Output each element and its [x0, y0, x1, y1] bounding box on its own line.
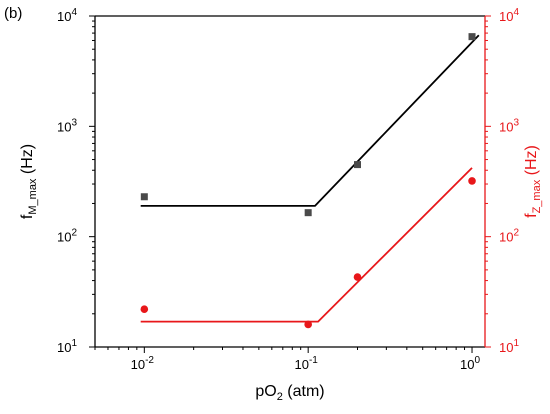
data-point-left [140, 193, 148, 201]
right-axis-title: fZ_max (Hz) [523, 145, 543, 218]
data-point-right [353, 273, 362, 281]
right-tick-label: 104 [499, 7, 519, 24]
left-tick-label: 101 [57, 338, 77, 355]
right-tick-label: 102 [499, 228, 519, 245]
right-tick-label: 101 [499, 338, 519, 355]
right-tick-label: 103 [499, 117, 519, 134]
x-axis-title: pO2 (atm) [255, 383, 324, 403]
data-point-right [468, 177, 476, 185]
data-point-right [140, 305, 149, 314]
left-axis-title: fM_max (Hz) [19, 144, 39, 219]
fit-line-right [140, 167, 473, 323]
fit-line-left [140, 34, 480, 207]
x-tick-label: 10-2 [131, 355, 155, 372]
left-tick-label: 102 [57, 228, 77, 245]
left-tick-label: 103 [57, 117, 77, 134]
data-point-left [353, 161, 361, 169]
data-point-left [468, 33, 476, 41]
x-tick-label: 10-1 [294, 355, 318, 372]
x-tick-label: 100 [460, 355, 480, 372]
data-point-right [304, 320, 312, 329]
left-tick-label: 104 [57, 7, 77, 24]
data-point-left [304, 209, 312, 217]
panel-label: (b) [4, 5, 22, 22]
